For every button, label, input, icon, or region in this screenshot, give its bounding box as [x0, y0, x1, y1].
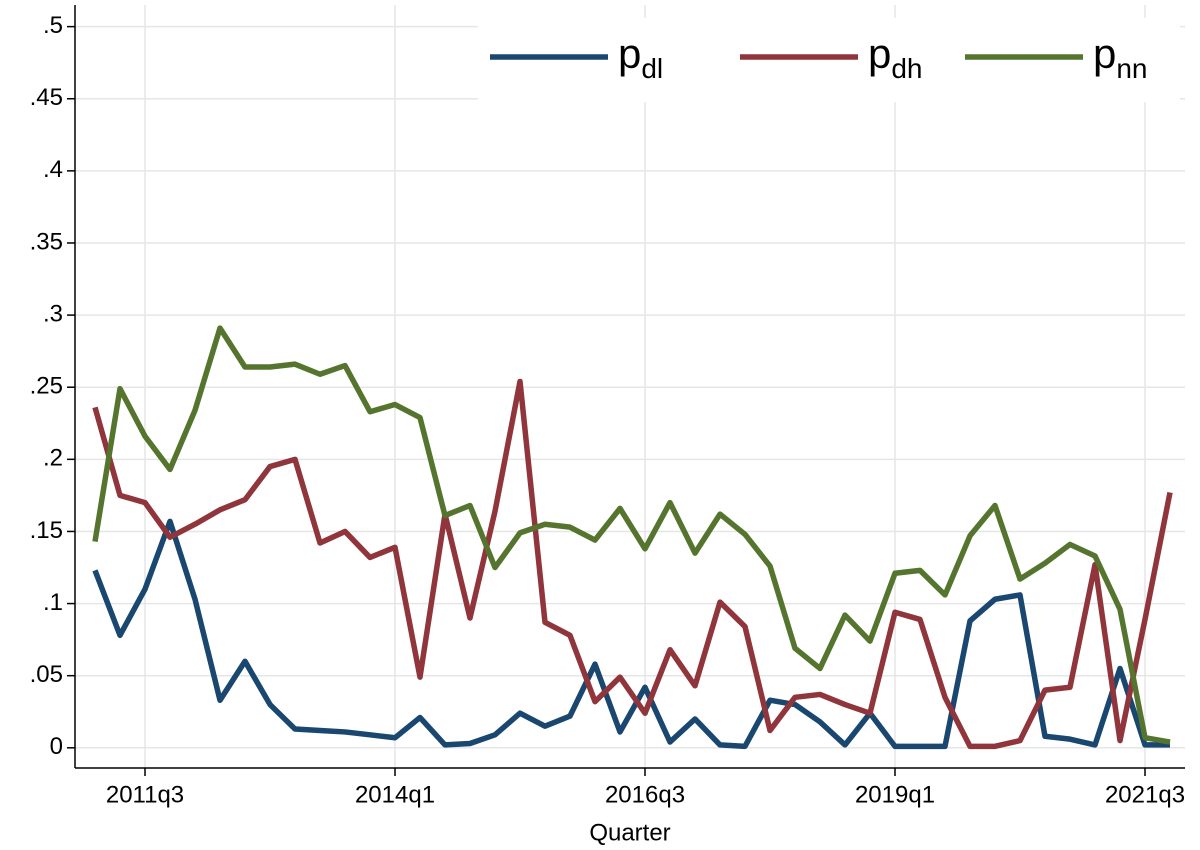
x-tick-label: 2011q3 [106, 781, 184, 808]
series-line [92, 518, 1170, 750]
y-tick-label: .25 [30, 373, 63, 400]
y-tick-label: .2 [43, 445, 63, 472]
lines [92, 325, 1173, 750]
y-tick-label: .3 [43, 300, 63, 327]
x-tick-label: 2014q1 [355, 781, 435, 808]
legend-box [478, 18, 1180, 102]
legend-label: pdl [618, 30, 663, 84]
legend: pdl pdh pnn [478, 18, 1180, 102]
y-tick-label: .35 [30, 228, 63, 255]
x-tick-label: 2019q1 [855, 781, 935, 808]
y-tick-label: .5 [43, 12, 63, 39]
y-tick-label: .15 [30, 517, 63, 544]
series-line [92, 325, 1171, 745]
grid [75, 5, 1185, 768]
y-tick-label: .4 [43, 156, 63, 183]
series-line [92, 378, 1173, 750]
x-tick-label: 2016q3 [605, 781, 685, 808]
x-tick-label: 2021q3 [1105, 781, 1185, 808]
axes: 0 .05 .1 .15 .2 .25 .3 .35 .4 .45 .5 2011q3 2014q1 20… [30, 5, 1185, 808]
y-tick-label: .45 [30, 84, 63, 111]
x-axis-title: Quarter [589, 819, 670, 846]
y-tick-label: 0 [50, 733, 63, 760]
y-tick-label: .05 [30, 661, 63, 688]
legend-label: pdh [868, 30, 923, 84]
y-tick-label: .1 [43, 589, 63, 616]
legend-label: pnn [1093, 30, 1148, 84]
